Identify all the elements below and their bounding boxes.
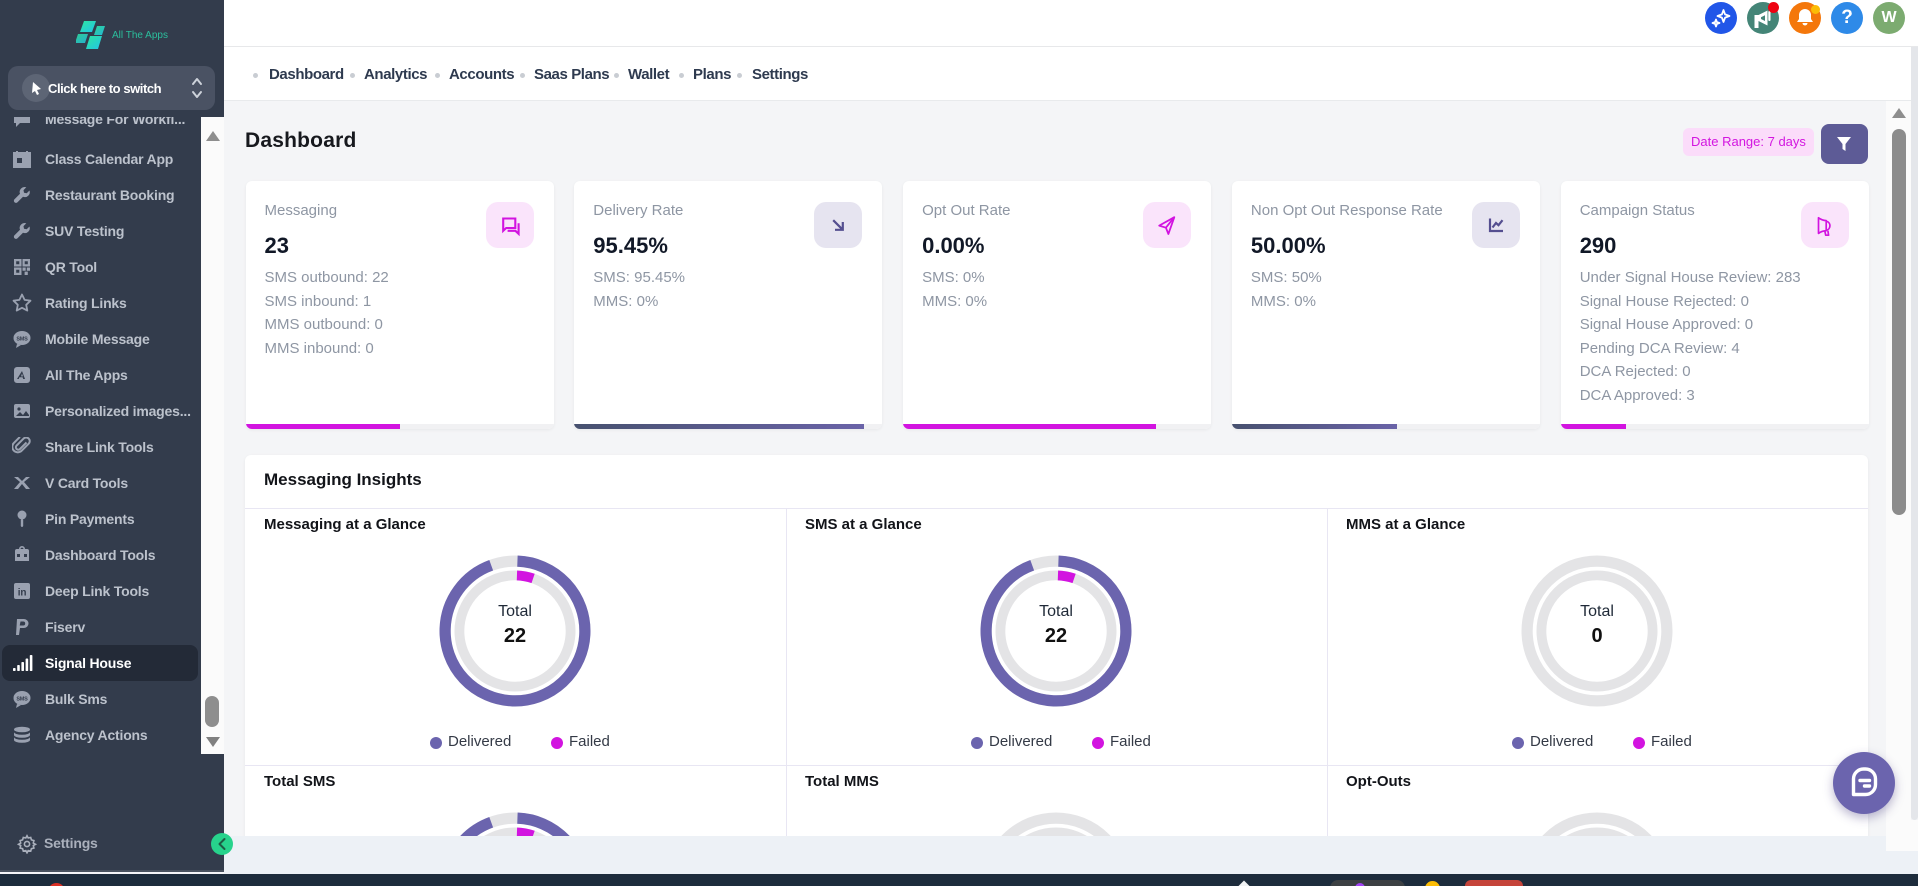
- svg-text:SMS: SMS: [16, 697, 28, 703]
- svg-text:All The Apps: All The Apps: [112, 30, 168, 41]
- svg-text:SMS: SMS: [16, 337, 28, 343]
- svg-text:in: in: [18, 588, 27, 599]
